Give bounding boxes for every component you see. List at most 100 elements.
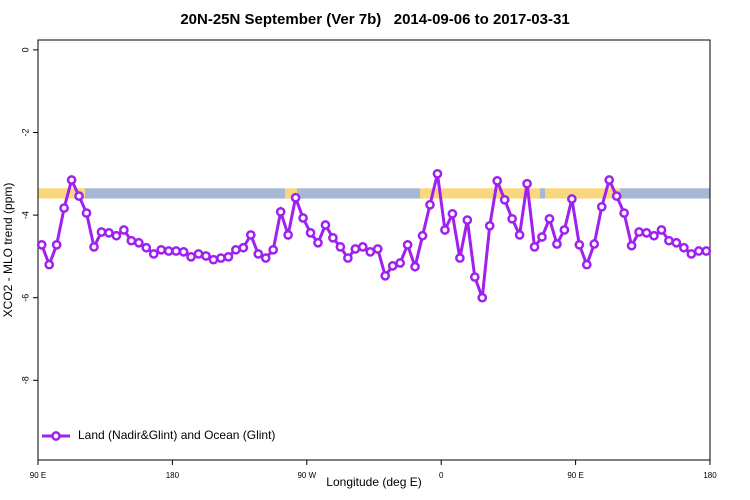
data-point — [574, 239, 585, 250]
data-point — [372, 244, 383, 254]
data-point — [238, 242, 249, 253]
data-point — [693, 246, 704, 256]
chart-title: 20N-25N September (Ver 7b) 2014-09-06 to… — [180, 11, 569, 28]
data-point — [216, 253, 226, 263]
legend-label: Land (Nadir&Glint) and Ocean (Glint) — [78, 428, 275, 442]
data-point — [537, 232, 547, 242]
data-point — [328, 232, 338, 243]
data-point — [656, 225, 667, 235]
data-point — [402, 239, 413, 250]
data-point — [111, 230, 122, 241]
data-point — [514, 230, 525, 240]
data-point — [604, 175, 615, 185]
data-point — [298, 213, 308, 223]
surface-strip — [296, 188, 420, 199]
data-point — [126, 235, 137, 246]
data-point — [96, 227, 107, 237]
data-point — [567, 194, 577, 204]
data-point — [343, 253, 353, 263]
data-point — [380, 270, 391, 281]
surface-strip — [85, 188, 285, 199]
data-point — [477, 292, 488, 303]
data-point — [283, 230, 293, 240]
data-point — [148, 249, 159, 259]
surface-strip — [544, 188, 620, 199]
data-point — [626, 240, 637, 251]
data-point — [171, 246, 181, 256]
data-point — [156, 244, 167, 255]
data-point — [253, 249, 264, 259]
data-point — [686, 249, 697, 259]
data-point — [290, 192, 301, 203]
data-point — [186, 251, 196, 262]
data-point — [649, 230, 659, 241]
y-tick-label: -2 — [20, 128, 30, 136]
data-point — [275, 206, 286, 217]
x-tick-label: 0 — [439, 471, 444, 480]
y-tick-label: -8 — [20, 376, 30, 384]
surface-strip — [540, 188, 545, 199]
data-point — [141, 242, 152, 253]
data-point — [178, 247, 189, 257]
data-point — [395, 258, 405, 268]
data-point — [507, 213, 517, 224]
x-tick-label: 90 E — [567, 471, 583, 480]
data-point — [133, 237, 144, 248]
data-point — [596, 201, 607, 212]
legend-marker — [51, 431, 61, 441]
data-point — [66, 175, 77, 185]
data-point — [74, 191, 84, 201]
data-point — [44, 259, 55, 270]
data-point — [469, 272, 480, 282]
data-point — [462, 215, 473, 225]
data-point — [193, 249, 204, 259]
data-point — [671, 237, 682, 248]
data-point — [89, 242, 99, 252]
data-point — [305, 228, 316, 238]
data-point — [589, 239, 600, 249]
data-point — [163, 246, 174, 256]
data-point — [313, 237, 323, 248]
y-tick-label: 0 — [20, 47, 30, 52]
data-point — [51, 239, 62, 250]
data-point — [440, 225, 450, 235]
x-tick-label: 180 — [703, 471, 717, 480]
data-point — [664, 235, 674, 246]
data-point — [701, 246, 712, 256]
data-point — [425, 199, 435, 210]
data-point — [522, 178, 532, 189]
surface-strip — [419, 188, 541, 199]
data-point — [492, 175, 503, 186]
data-point — [529, 242, 540, 252]
data-point — [611, 191, 622, 201]
data-point — [447, 209, 458, 219]
data-point — [320, 220, 331, 230]
data-point — [231, 244, 241, 255]
x-tick-label: 90 W — [297, 471, 316, 480]
data-point — [335, 242, 346, 252]
x-axis-label: Longitude (deg E) — [326, 475, 421, 489]
data-point — [208, 254, 219, 265]
data-point — [104, 228, 114, 238]
data-point — [559, 225, 570, 235]
data-point — [641, 228, 652, 238]
surface-strip — [284, 188, 297, 199]
data-point — [201, 251, 211, 261]
data-point — [245, 230, 256, 240]
surface-strip — [619, 188, 710, 199]
data-point — [417, 230, 428, 241]
data-point — [499, 194, 510, 205]
data-point — [387, 261, 398, 271]
data-point — [544, 213, 555, 224]
data-point — [350, 244, 361, 254]
data-point — [484, 220, 495, 231]
data-point — [634, 227, 644, 237]
data-point — [679, 242, 689, 253]
data-point — [268, 244, 279, 255]
data-point — [432, 168, 443, 179]
data-point — [119, 225, 129, 235]
surface-strip — [38, 188, 86, 199]
data-point — [365, 247, 376, 257]
data-point — [581, 259, 592, 270]
